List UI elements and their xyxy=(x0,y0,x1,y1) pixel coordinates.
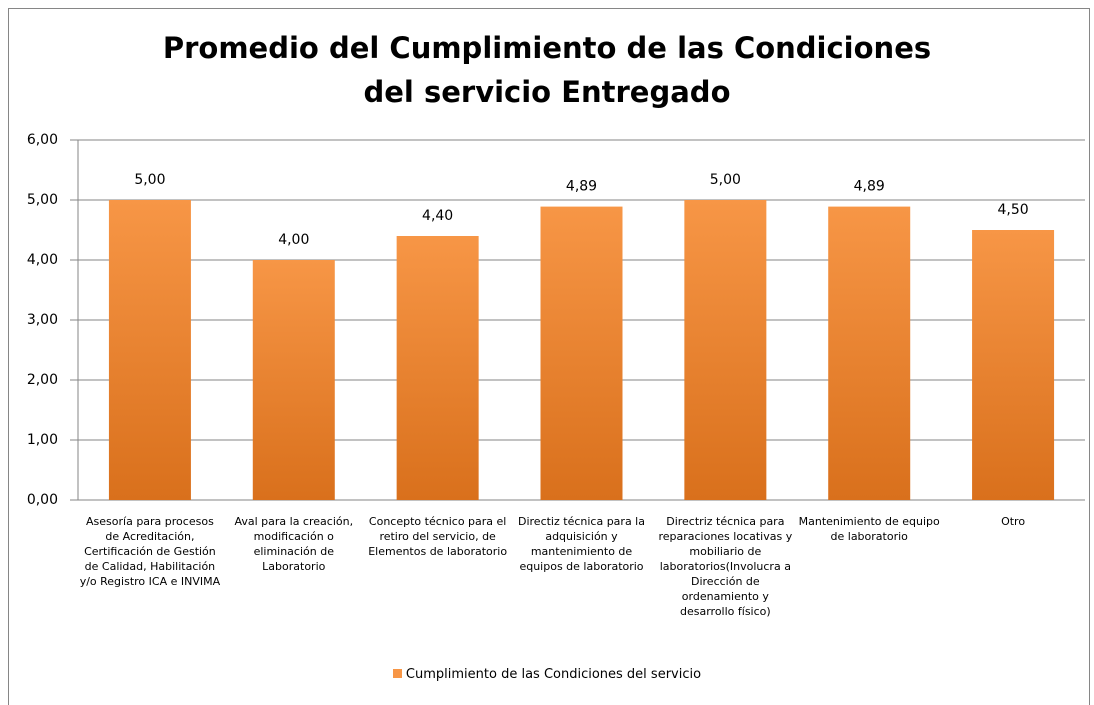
y-tick-label: 0,00 xyxy=(27,492,58,508)
x-tick-label: Aval para la creación, modificación o el… xyxy=(234,515,354,573)
bar xyxy=(396,236,479,500)
x-tick-label: Concepto técnico para el retiro del serv… xyxy=(368,515,508,558)
legend: Cumplimiento de las Condiciones del serv… xyxy=(0,667,1094,682)
x-tick-label: Mantenimiento de equipo de laboratorio xyxy=(798,515,940,543)
data-label: 5,00 xyxy=(134,172,165,188)
data-label: 5,00 xyxy=(710,172,741,188)
data-label: 4,89 xyxy=(854,179,885,195)
chart-frame xyxy=(8,8,1090,705)
y-tick-label: 2,00 xyxy=(27,372,58,388)
data-label: 4,40 xyxy=(422,208,453,224)
legend-swatch xyxy=(392,669,402,678)
y-tick-label: 6,00 xyxy=(27,132,58,148)
data-label: 4,00 xyxy=(278,232,309,248)
y-tick-label: 5,00 xyxy=(27,192,58,208)
bar xyxy=(108,200,191,500)
bar xyxy=(684,200,767,500)
y-tick-label: 1,00 xyxy=(27,432,58,448)
x-tick-label: Directriz técnica para reparaciones loca… xyxy=(658,515,793,618)
bar xyxy=(252,260,335,500)
x-tick-label: Directiz técnica para la adquisición y m… xyxy=(518,515,645,573)
bar xyxy=(972,230,1055,500)
chart-title: Promedio del Cumplimiento de las Condici… xyxy=(162,31,932,109)
y-tick-label: 3,00 xyxy=(27,312,58,328)
y-tick-label: 4,00 xyxy=(27,252,58,268)
data-label: 4,50 xyxy=(997,202,1028,218)
data-label: 4,89 xyxy=(566,179,597,195)
x-tick-label: Otro xyxy=(1001,515,1026,528)
bar xyxy=(540,206,623,500)
bar xyxy=(828,206,911,500)
legend-label: Cumplimiento de las Condiciones del serv… xyxy=(405,667,702,682)
x-tick-label: Asesoría para procesos de Acreditación, … xyxy=(79,515,221,588)
